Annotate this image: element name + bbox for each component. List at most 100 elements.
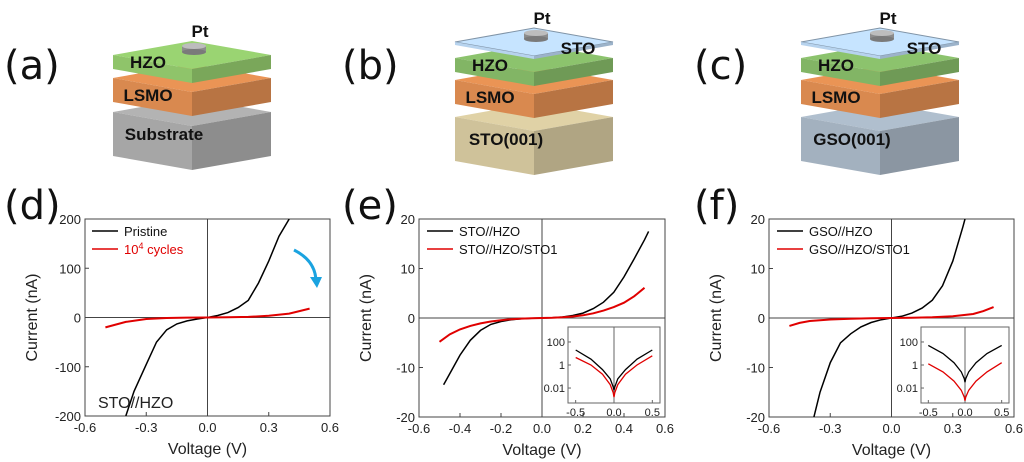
hzo-layer-right	[880, 58, 959, 86]
stack-b: Pt STO HZO LSMO STO(001)	[454, 9, 614, 175]
x-axis-label: Voltage (V)	[502, 442, 581, 459]
inset-y-tick-label: 1	[912, 360, 918, 372]
x-tick-label: 0.2	[574, 421, 592, 436]
substrate-layer-left	[113, 112, 192, 170]
y-tick-label: 10	[751, 262, 765, 277]
legend-label-0: Pristine	[124, 224, 167, 239]
inset-x-tick-label: -0.5	[919, 407, 938, 419]
inset-y-tick-label: 1	[559, 360, 565, 372]
pt-label: Pt	[534, 9, 551, 28]
hzo-label: HZO	[130, 53, 166, 72]
lsmo-label: LSMO	[465, 88, 514, 107]
panel-label-e: (e)	[342, 183, 398, 229]
x-tick-label: 0.0	[198, 420, 216, 435]
y-tick-label: -10	[746, 361, 765, 376]
chart-e: -0.6 -0.4 -0.2 0.0 0.2 0.4 0.6 -20 -10 0 10 20 Volta…	[358, 212, 674, 459]
inset-x-tick-label: 0.0	[606, 407, 621, 419]
lsmo-label: LSMO	[123, 86, 172, 105]
substrate-layer-left	[455, 117, 534, 175]
pt-electrode-top	[870, 30, 894, 36]
lsmo-layer-right	[192, 78, 271, 116]
substrate-layer-right	[880, 117, 959, 175]
substrate-label: STO(001)	[469, 130, 543, 149]
series-line-1	[789, 306, 994, 327]
y-axis-label: Current (nA)	[358, 274, 375, 362]
pt-electrode-bottom	[524, 36, 548, 42]
y-tick-label: 10	[401, 262, 415, 277]
y-tick-label: 20	[751, 212, 765, 227]
inset-y-tick-label: 100	[900, 337, 918, 349]
substrate-label: Substrate	[125, 125, 203, 144]
hzo-layer-left	[455, 58, 534, 86]
lsmo-layer-right	[880, 80, 959, 118]
x-tick-label: -0.4	[449, 421, 471, 436]
y-axis-label: Current (nA)	[24, 273, 41, 361]
sto-cap-layer-left	[455, 42, 534, 59]
legend-label-0: GSO//HZO	[809, 224, 873, 239]
sto-cap-layer-right	[880, 42, 959, 59]
legend-label-0: STO//HZO	[459, 224, 520, 239]
panel-label-c: (c)	[694, 43, 748, 89]
x-tick-label: 0.3	[944, 421, 962, 436]
sto-cap-label: STO	[907, 39, 942, 58]
inset-x-tick-label: -0.5	[566, 407, 585, 419]
inset-x-tick-label: 0.0	[957, 407, 972, 419]
inset-x-tick-label: 0.5	[994, 407, 1009, 419]
x-tick-label: -0.3	[135, 420, 157, 435]
x-tick-label: 0.3	[260, 420, 278, 435]
pt-label: Pt	[192, 22, 209, 41]
inset-series-line-0	[575, 349, 653, 391]
y-tick-label: -200	[55, 409, 81, 424]
panel-label-b: (b)	[342, 43, 399, 89]
x-tick-label: 0.6	[1005, 421, 1023, 436]
inset-y-tick-label: 0.01	[897, 383, 918, 395]
x-tick-label: -0.2	[490, 421, 512, 436]
substrate-label: GSO(001)	[813, 130, 890, 149]
x-tick-label: 0.6	[321, 420, 339, 435]
series-line-1	[105, 307, 310, 329]
y-tick-label: 20	[401, 212, 415, 227]
stack-c: Pt STO HZO LSMO GSO(001)	[800, 9, 960, 175]
inset-y-tick-label: 0.01	[544, 383, 565, 395]
y-tick-label: -20	[746, 410, 765, 425]
lsmo-layer-left	[801, 80, 880, 118]
x-axis-label: Voltage (V)	[168, 441, 247, 458]
y-tick-label: 0	[408, 311, 415, 326]
x-tick-label: -0.6	[758, 421, 780, 436]
x-tick-label: 0.0	[533, 421, 551, 436]
panel-label-d: (d)	[4, 183, 61, 229]
stack-a: Pt HZO LSMO Substrate	[113, 22, 271, 170]
pt-electrode-bottom	[182, 49, 206, 55]
legend-label-1: 104 cycles	[124, 241, 184, 257]
y-tick-label: 0	[74, 311, 81, 326]
pt-electrode-top	[182, 43, 206, 49]
y-tick-label: 100	[59, 261, 81, 276]
x-axis-label: Voltage (V)	[852, 442, 931, 459]
y-tick-label: -20	[396, 410, 415, 425]
hzo-layer-right	[192, 55, 271, 83]
lsmo-layer-right	[534, 80, 613, 118]
y-tick-label: 200	[59, 212, 81, 227]
sto-cap-layer-left	[801, 42, 880, 59]
substrate-layer-right	[192, 112, 271, 170]
inset-y-tick-label: 100	[547, 337, 565, 349]
substrate-layer-right	[534, 117, 613, 175]
pt-electrode-bottom	[870, 36, 894, 42]
x-tick-label: 0.6	[656, 421, 674, 436]
inset-series-line-1	[927, 362, 1003, 401]
lsmo-layer-left	[113, 78, 192, 116]
lsmo-layer-left	[455, 80, 534, 118]
hzo-label: HZO	[818, 56, 854, 75]
legend-label-1: STO//HZO/STO1	[459, 242, 557, 257]
inset-series-line-0	[927, 344, 1003, 383]
x-tick-label: -0.3	[819, 421, 841, 436]
inset-x-tick-label: 0.5	[645, 407, 660, 419]
series-line-1	[438, 287, 646, 343]
y-tick-label: -100	[55, 360, 81, 375]
pt-electrode-top	[524, 30, 548, 36]
hzo-label: HZO	[472, 56, 508, 75]
x-tick-label: -0.6	[408, 421, 430, 436]
device-schematics: Pt HZO LSMO Substrate Pt STO HZO LSMO STO(001) Pt…	[113, 9, 960, 175]
y-tick-label: 0	[758, 311, 765, 326]
